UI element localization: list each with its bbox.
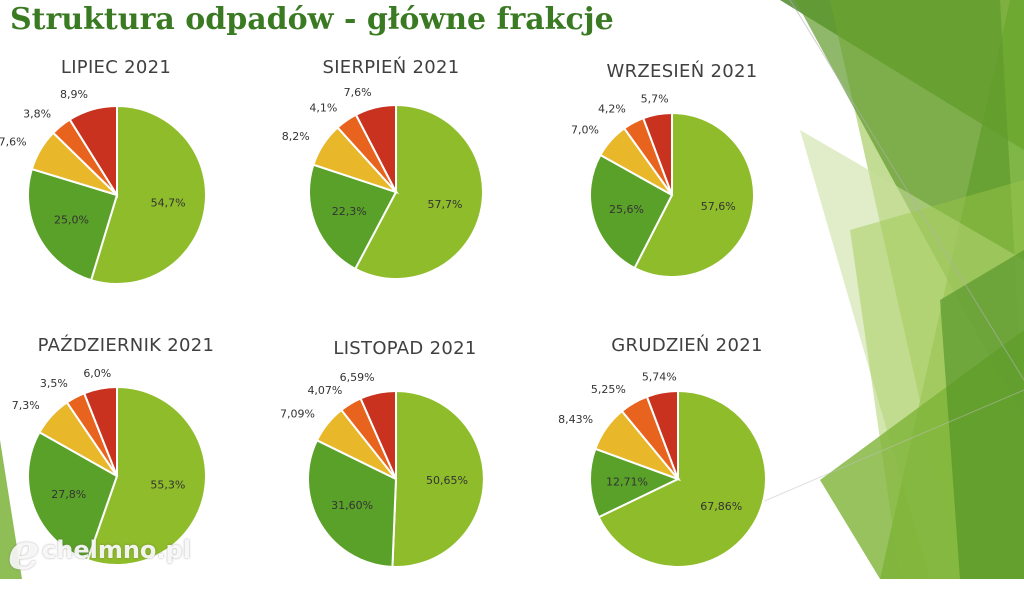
chart-title: GRUDZIEŃ 2021 — [611, 335, 763, 356]
pie-chart-grudzien: GRUDZIEŃ 2021 67,86% 12,71% 8,43% 5,25% 5,74… — [537, 335, 837, 610]
data-label: 7,09% — [280, 408, 315, 421]
data-label: 4,2% — [598, 103, 626, 116]
pie-chart-lipiec: LIPIEC 2021 54,7% 25,0% 7,6% 3,8% 8,9% — [0, 57, 266, 332]
slice-red — [359, 389, 397, 480]
slice-green-dark — [589, 153, 674, 270]
data-label: 5,25% — [591, 383, 626, 396]
chart-title: LISTOPAD 2021 — [333, 338, 477, 359]
pie-chart-pazdziernik: PAŹDZIERNIK 2021 55,3% 27,8% 7,3% 3,5% 6,0% — [0, 335, 276, 610]
data-label: 57,7% — [428, 198, 463, 211]
data-label: 50,65% — [426, 474, 468, 487]
pie-chart-wrzesien: WRZESIEŃ 2021 57,6% 25,6% 7,0% 4,2% 5,7% — [532, 61, 832, 336]
data-label: 4,1% — [309, 101, 337, 114]
slice-green-light — [597, 389, 767, 568]
slice-green-dark — [589, 447, 681, 519]
data-label: 27,8% — [51, 488, 86, 501]
slice-green-light — [633, 111, 755, 278]
background-decoration — [0, 0, 1024, 579]
data-label: 7,6% — [0, 136, 27, 149]
data-label: 7,0% — [571, 124, 599, 137]
pie-chart-listopad: LISTOPAD 2021 50,65% 31,60% 7,09% 4,07% 6,59… — [255, 338, 555, 613]
data-label: 7,3% — [12, 399, 40, 412]
chart-title: LIPIEC 2021 — [60, 57, 172, 78]
slice-red — [645, 389, 679, 480]
slide-title: Struktura odpadów - główne frakcje — [10, 2, 614, 37]
data-label: 8,9% — [60, 88, 88, 101]
data-label: 8,2% — [282, 130, 310, 143]
data-label: 3,5% — [40, 377, 68, 390]
data-label: 25,6% — [609, 203, 644, 216]
data-label: 7,6% — [344, 86, 372, 99]
data-label: 31,60% — [331, 499, 373, 512]
slice-green-dark — [27, 167, 119, 282]
slice-red — [68, 104, 118, 199]
slice-green-dark — [307, 438, 398, 568]
data-label: 8,43% — [558, 413, 593, 426]
data-label: 25,0% — [54, 213, 89, 226]
chart-title: PAŹDZIERNIK 2021 — [37, 335, 215, 356]
slice-red — [82, 385, 118, 477]
data-label: 57,6% — [701, 200, 736, 213]
data-label: 54,7% — [151, 197, 186, 210]
data-label: 67,86% — [700, 500, 742, 513]
data-label: 3,8% — [23, 107, 51, 120]
data-label: 5,7% — [641, 93, 669, 106]
slice-red — [641, 111, 673, 196]
data-label: 12,71% — [606, 476, 648, 489]
slice-green-light — [391, 389, 485, 568]
chart-title: SIERPIEŃ 2021 — [322, 57, 460, 78]
pie-chart-sierpien: SIERPIEŃ 2021 57,7% 22,3% 8,2% 4,1% 7,6% — [241, 57, 541, 332]
data-label: 6,0% — [83, 367, 111, 380]
watermark-letter: e — [8, 522, 40, 581]
data-label: 4,07% — [307, 384, 342, 397]
slice-red — [354, 103, 397, 193]
slice-green-light — [89, 104, 207, 285]
data-label: 22,3% — [332, 205, 367, 218]
chart-title: WRZESIEŃ 2021 — [606, 61, 758, 82]
data-label: 6,59% — [340, 371, 375, 384]
data-label: 55,3% — [150, 479, 185, 492]
slice-green-dark — [308, 163, 398, 271]
watermark-text: chelmno.pl — [42, 536, 191, 564]
slice-green-light — [353, 103, 484, 280]
data-label: 5,74% — [642, 371, 677, 384]
